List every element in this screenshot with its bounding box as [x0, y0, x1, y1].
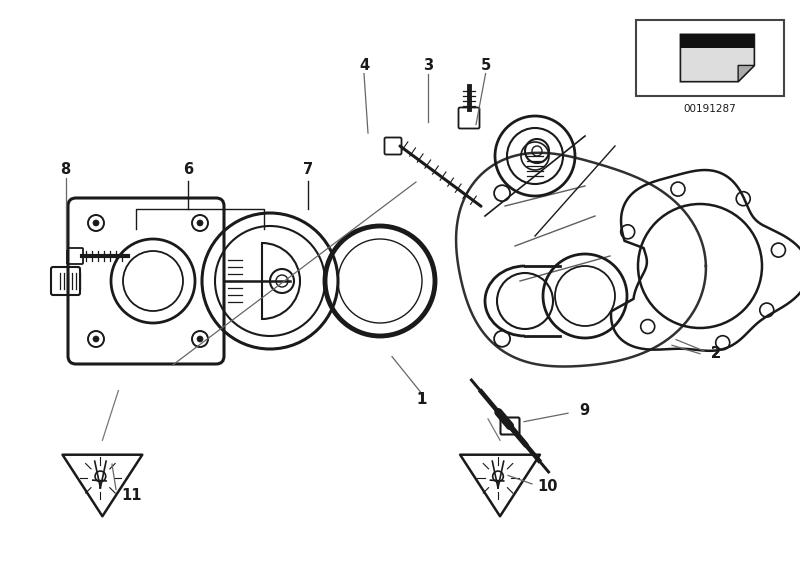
Circle shape	[197, 220, 203, 226]
Text: 1: 1	[417, 392, 426, 406]
Text: 6: 6	[183, 162, 193, 177]
Circle shape	[93, 336, 99, 342]
Text: 11: 11	[122, 488, 142, 503]
Text: 1: 1	[417, 392, 426, 406]
Polygon shape	[680, 35, 754, 82]
Text: 2: 2	[711, 346, 721, 361]
Text: 7: 7	[303, 162, 313, 177]
Text: 3: 3	[423, 58, 433, 72]
Polygon shape	[738, 66, 754, 82]
Text: 9: 9	[579, 403, 589, 418]
Text: 5: 5	[481, 58, 490, 72]
Bar	[636, 20, 784, 96]
Text: 2: 2	[711, 346, 721, 361]
Bar	[680, 35, 754, 48]
Text: ⚠: ⚠	[91, 462, 114, 486]
Text: 00191287: 00191287	[684, 104, 736, 114]
Text: ⚠: ⚠	[489, 462, 511, 486]
Circle shape	[197, 336, 203, 342]
Text: 8: 8	[61, 162, 70, 177]
Text: 10: 10	[538, 479, 558, 494]
Circle shape	[93, 220, 99, 226]
Text: 4: 4	[359, 58, 369, 72]
